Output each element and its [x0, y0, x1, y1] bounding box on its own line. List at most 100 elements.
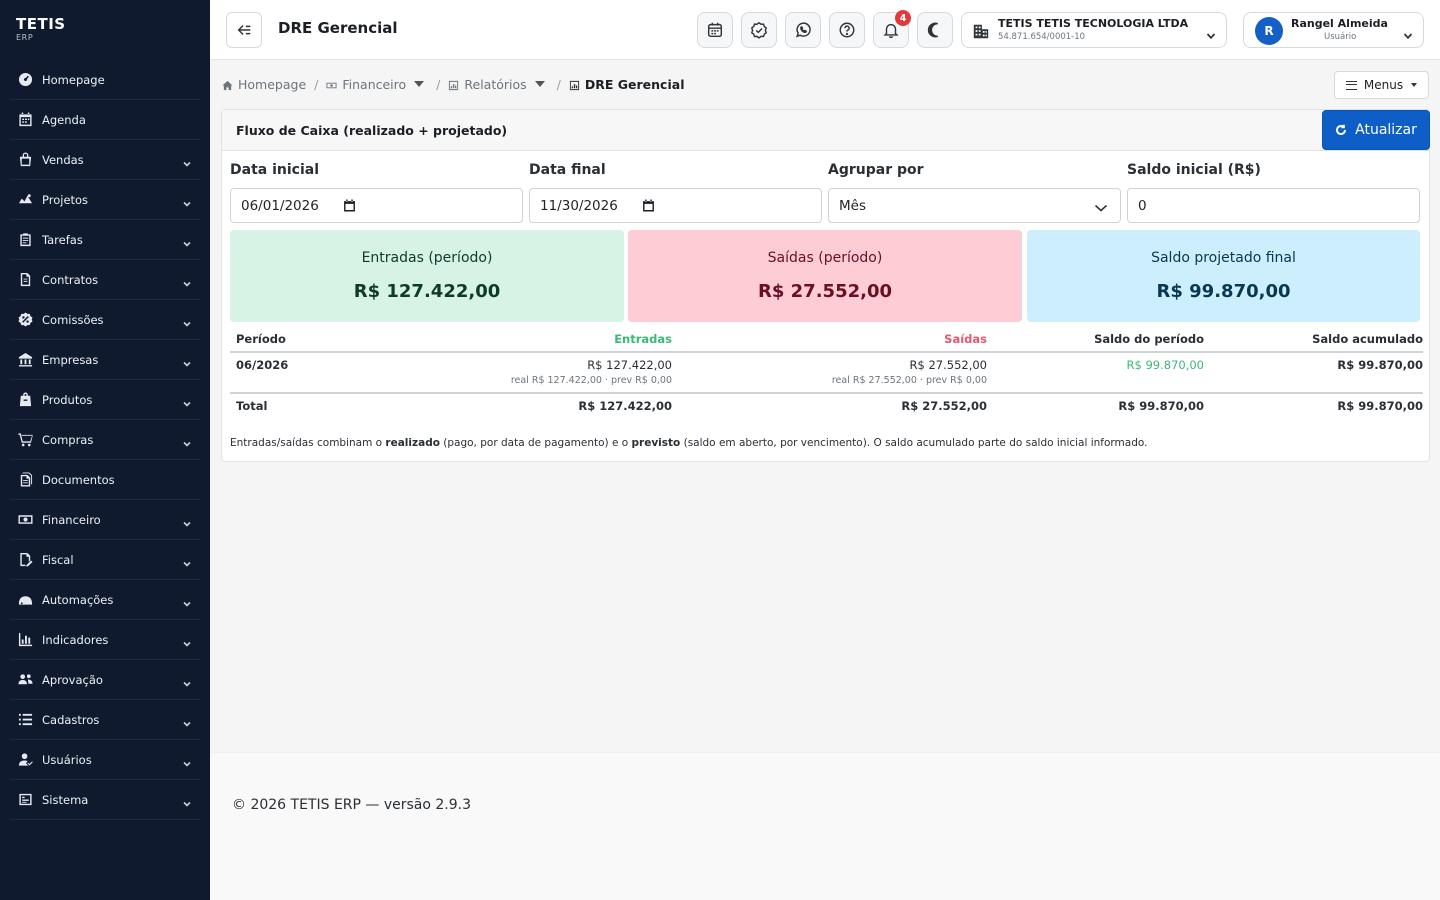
total-period-balance: R$ 99.870,00: [1118, 399, 1204, 413]
sidebar-item-agenda[interactable]: Agenda: [10, 100, 200, 140]
shopping-bag-icon: [17, 152, 33, 168]
settings-icon: [17, 792, 33, 808]
chevron-down-icon: [182, 234, 192, 247]
stat-inflows-label: Entradas (período): [361, 250, 493, 266]
project-icon: [17, 192, 33, 208]
sidebar-item-cadastros[interactable]: Cadastros: [10, 700, 200, 740]
sidebar-item-tarefas[interactable]: Tarefas: [10, 220, 200, 260]
sidebar-item-vendas[interactable]: Vendas: [10, 140, 200, 180]
sidebar-item-financeiro[interactable]: Financeiro: [10, 500, 200, 540]
breadcrumb-financeiro-label: Financeiro: [342, 76, 407, 92]
calendar-icon[interactable]: [642, 199, 655, 212]
calendar-button[interactable]: [697, 12, 733, 48]
start-date-input[interactable]: 06/01/2026: [230, 188, 523, 223]
sidebar-item-label: Financeiro: [42, 512, 101, 527]
sidebar: TETIS ERP Homepage Agenda Vendas Projetos Ta…: [0, 0, 210, 900]
user-role: Usuário: [1324, 32, 1357, 42]
chevron-down-icon: [182, 314, 192, 327]
table-header-divider: [230, 351, 1423, 353]
sidebar-item-sistema[interactable]: Sistema: [10, 780, 200, 820]
caret-down-icon: [414, 81, 425, 87]
sidebar-item-usuarios[interactable]: Usuários: [10, 740, 200, 780]
sidebar-item-automacoes[interactable]: Automações: [10, 580, 200, 620]
group-by-label: Agrupar por: [828, 162, 924, 178]
breadcrumb-separator: /: [314, 76, 319, 92]
calendar-icon: [17, 112, 33, 128]
stat-card-inflows: Entradas (período) R$ 127.422,00: [230, 230, 624, 322]
sidebar-item-label: Usuários: [42, 752, 92, 767]
company-selector[interactable]: TETIS TETIS TECNOLOGIA LTDA 54.871.654/0…: [961, 12, 1227, 48]
breadcrumb-relatorios-label: Relatórios: [464, 76, 527, 92]
sidebar-item-label: Projetos: [42, 192, 89, 207]
start-date-value: 06/01/2026: [241, 197, 319, 214]
theme-toggle-button[interactable]: [917, 12, 953, 48]
total-cumulative: R$ 99.870,00: [1337, 399, 1423, 413]
breadcrumb-home-label: Homepage: [238, 76, 307, 92]
building-icon: [972, 22, 990, 40]
chevron-down-icon: [182, 194, 192, 207]
sidebar-item-contratos[interactable]: Contratos: [10, 260, 200, 300]
report-icon: [448, 79, 459, 90]
notifications-badge: 4: [895, 10, 911, 26]
chevron-down-icon: [182, 154, 192, 167]
menus-button[interactable]: Menus: [1334, 71, 1429, 99]
dashboard-icon: [17, 72, 33, 88]
footnote-part: (saldo em aberto, por vencimento). O sal…: [680, 437, 1148, 449]
percent-badge-icon: [17, 312, 33, 328]
user-menu[interactable]: R Rangel Almeida Usuário: [1243, 12, 1424, 48]
row-cumulative: R$ 99.870,00: [1337, 358, 1423, 372]
breadcrumb: Homepage / Financeiro / Relatórios / DRE…: [222, 76, 684, 92]
help-icon: [839, 22, 855, 38]
total-outflows: R$ 27.552,00: [901, 399, 987, 413]
money-icon: [17, 512, 33, 528]
sidebar-item-documentos[interactable]: Documentos: [10, 460, 200, 500]
sidebar-item-compras[interactable]: Compras: [10, 420, 200, 460]
chevron-down-icon: [1094, 201, 1108, 212]
sidebar-item-label: Agenda: [42, 112, 86, 127]
chevron-down-icon: [182, 674, 192, 687]
initial-balance-label: Saldo inicial (R$): [1127, 162, 1261, 178]
sidebar-item-produtos[interactable]: Produtos: [10, 380, 200, 420]
end-date-input[interactable]: 11/30/2026: [529, 188, 822, 223]
sidebar-item-comissoes[interactable]: Comissões: [10, 300, 200, 340]
breadcrumb-relatorios[interactable]: Relatórios: [448, 77, 548, 92]
sidebar-item-label: Compras: [42, 432, 94, 447]
invoice-icon: [17, 552, 33, 568]
sidebar-item-label: Automações: [42, 592, 114, 607]
brand-logo[interactable]: TETIS ERP: [16, 16, 66, 43]
approval-button[interactable]: [741, 12, 777, 48]
sidebar-item-homepage[interactable]: Homepage: [10, 60, 200, 100]
row-inflows-detail: real R$ 127.422,00 · prev R$ 0,00: [510, 375, 672, 386]
column-header-outflows: Saídas: [944, 332, 987, 346]
cashflow-card: Fluxo de Caixa (realizado + projetado) A…: [221, 109, 1430, 462]
notifications-button[interactable]: 4: [873, 10, 911, 48]
column-header-cumulative: Saldo acumulado: [1312, 332, 1423, 346]
breadcrumb-financeiro[interactable]: Financeiro: [326, 77, 428, 92]
sidebar-toggle-button[interactable]: [226, 12, 262, 48]
stat-inflows-value: R$ 127.422,00: [353, 281, 501, 302]
sidebar-item-label: Produtos: [42, 392, 93, 407]
money-icon: [326, 79, 337, 90]
refresh-label: Atualizar: [1355, 122, 1417, 138]
group-by-select[interactable]: Mês: [828, 188, 1121, 223]
chevron-down-icon: [182, 754, 192, 767]
breadcrumb-home[interactable]: Homepage: [222, 77, 306, 92]
sidebar-item-indicadores[interactable]: Indicadores: [10, 620, 200, 660]
chart-icon: [17, 632, 33, 648]
chevron-down-icon: [182, 434, 192, 447]
calendar-icon[interactable]: [343, 199, 356, 212]
card-header: Fluxo de Caixa (realizado + projetado): [222, 110, 1429, 151]
sidebar-item-empresas[interactable]: Empresas: [10, 340, 200, 380]
initial-balance-input[interactable]: 0: [1127, 188, 1420, 223]
sidebar-item-aprovacao[interactable]: Aprovação: [10, 660, 200, 700]
refresh-button[interactable]: Atualizar: [1322, 110, 1430, 150]
sidebar-item-fiscal[interactable]: Fiscal: [10, 540, 200, 580]
user-icon: [17, 752, 33, 768]
refresh-icon: [1336, 124, 1347, 136]
help-button[interactable]: [829, 12, 865, 48]
caret-down-icon: [1411, 83, 1418, 87]
automation-icon: [17, 592, 33, 608]
whatsapp-button[interactable]: [785, 12, 821, 48]
sidebar-item-projetos[interactable]: Projetos: [10, 180, 200, 220]
avatar: R: [1255, 17, 1283, 45]
